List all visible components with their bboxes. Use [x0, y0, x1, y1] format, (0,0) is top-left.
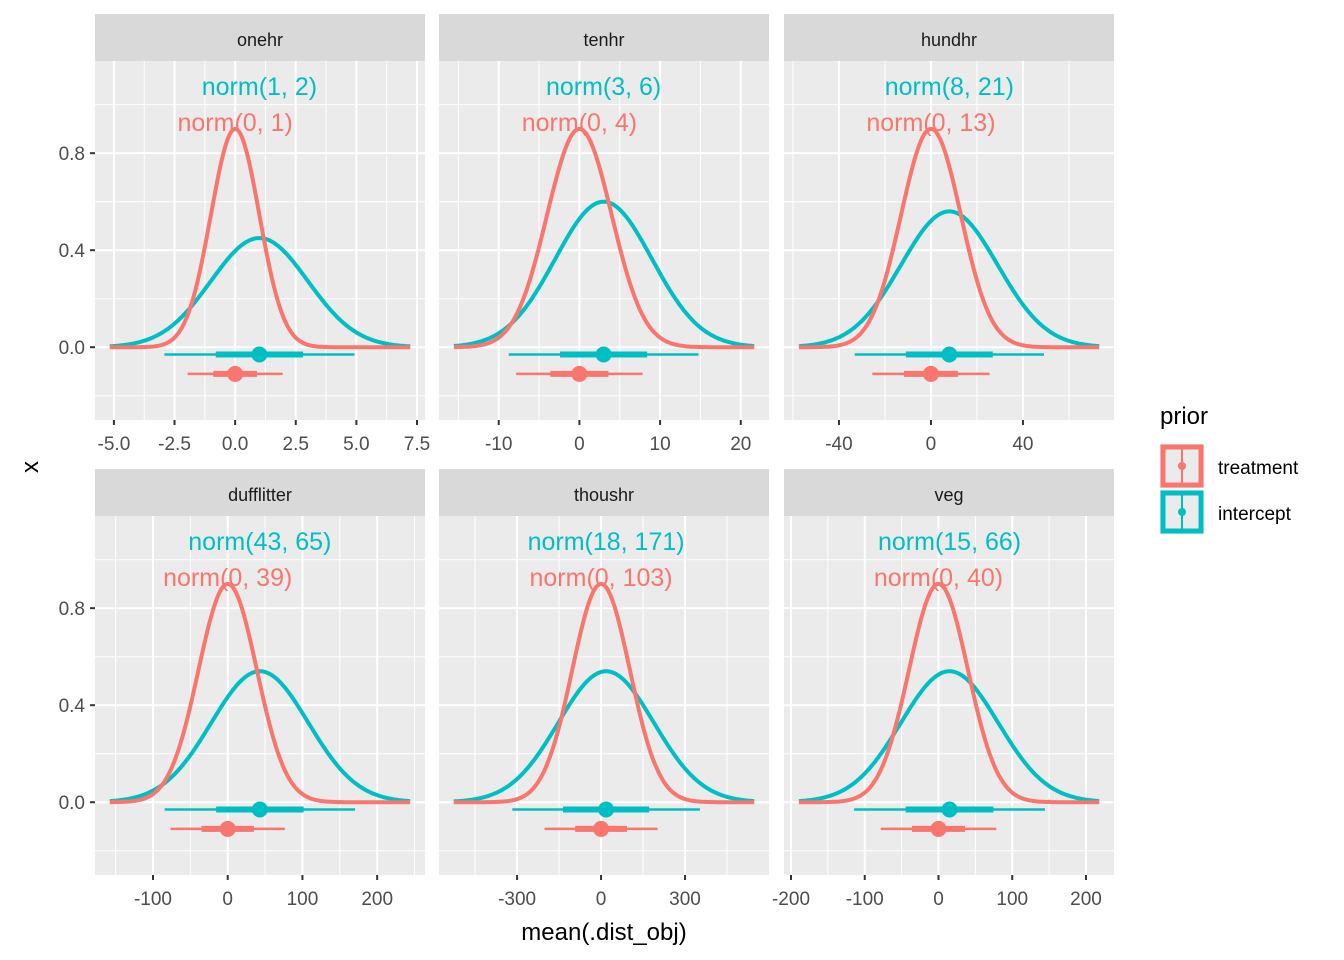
facet-dufflitter: dufflitter -100 0 100 200 0.0 0.4 0.8 norm(43, 6… [59, 469, 425, 910]
legend-key-point [1178, 462, 1186, 470]
point-estimate-intercept [251, 801, 268, 818]
facet-strip-label: hundhr [921, 30, 977, 50]
facet-strip [95, 14, 425, 61]
facet-tenhr: tenhr -10 0 10 20 norm(3, 6) norm(0, 4) [439, 14, 769, 455]
density-curve-intercept [453, 199, 755, 349]
x-tick-label: 0 [596, 889, 607, 910]
point-estimate-intercept [941, 801, 958, 818]
legend-key-border [1160, 490, 1204, 534]
facet-strip-label: thoushr [574, 485, 634, 505]
annotation-intercept: norm(1, 2) [202, 73, 317, 101]
facet-strip-label: tenhr [583, 30, 624, 50]
y-axis-title: x [17, 461, 44, 473]
density-curve-treatment [453, 127, 755, 350]
facet-panels: onehr -5.0 -2.5 0.0 2.5 5.0 7.5 0.0 0.4 0.8 norm(1… [59, 14, 1114, 910]
annotation-treatment: norm(0, 13) [866, 109, 995, 137]
density-curve-intercept [453, 669, 755, 804]
point-estimate-treatment [571, 365, 588, 382]
density-curve-treatment [109, 582, 411, 805]
x-tick-label: 0 [933, 889, 944, 910]
facet-strip [784, 14, 1114, 61]
point-estimate-intercept [941, 346, 958, 363]
x-tick-label: 100 [996, 889, 1028, 910]
annotation-treatment: norm(0, 4) [522, 109, 637, 137]
x-tick-label: -200 [772, 889, 810, 910]
x-tick-label: 5.0 [343, 434, 369, 455]
x-tick-label: -100 [846, 889, 884, 910]
annotation-treatment: norm(0, 1) [177, 109, 292, 137]
y-tick-label: 0.8 [59, 599, 85, 620]
annotation-intercept: norm(43, 65) [188, 528, 331, 556]
facet-strip-label: dufflitter [228, 485, 292, 505]
density-curve-treatment [798, 126, 1100, 350]
point-estimate-treatment [227, 365, 244, 382]
x-tick-label: 2.5 [283, 434, 309, 455]
annotation-treatment: norm(0, 40) [874, 564, 1003, 592]
x-tick-label: 0.0 [222, 434, 248, 455]
legend-title: prior [1160, 403, 1208, 430]
x-tick-label: 0 [926, 434, 937, 455]
facet-hundhr: hundhr -40 0 40 norm(8, 21) norm(0, 13) [784, 14, 1114, 455]
x-tick-label: -5.0 [98, 434, 131, 455]
x-tick-label: 200 [361, 889, 393, 910]
x-tick-label: -100 [134, 889, 172, 910]
facet-onehr: onehr -5.0 -2.5 0.0 2.5 5.0 7.5 0.0 0.4 0.8 norm(1… [59, 14, 430, 455]
legend-key-border [1160, 444, 1204, 488]
y-tick-label: 0.4 [59, 241, 86, 262]
point-estimate-intercept [595, 346, 612, 363]
point-estimate-intercept [251, 346, 268, 363]
y-tick-label: 0.8 [59, 144, 85, 165]
y-tick-label: 0.0 [59, 793, 85, 814]
point-estimate-treatment [593, 820, 610, 837]
point-estimate-treatment [922, 365, 939, 382]
y-tick-label: 0.4 [59, 696, 86, 717]
facet-strip [784, 469, 1114, 516]
x-tick-label: -10 [485, 434, 512, 455]
annotation-treatment: norm(0, 103) [529, 564, 672, 592]
facet-strip-label: onehr [237, 30, 283, 50]
x-tick-label: 40 [1012, 434, 1033, 455]
x-tick-label: 10 [650, 434, 671, 455]
legend-key-point [1178, 508, 1186, 516]
legend-label-intercept: intercept [1218, 504, 1292, 525]
x-tick-label: -300 [498, 889, 536, 910]
density-curve-treatment [109, 127, 411, 350]
annotation-intercept: norm(18, 171) [528, 528, 685, 556]
x-tick-label: 200 [1070, 889, 1102, 910]
annotation-intercept: norm(3, 6) [546, 73, 661, 101]
point-estimate-intercept [598, 801, 615, 818]
x-tick-label: 100 [287, 889, 319, 910]
x-tick-label: 300 [669, 889, 701, 910]
legend-label-treatment: treatment [1218, 458, 1299, 479]
point-estimate-treatment [219, 820, 236, 837]
x-tick-label: 20 [730, 434, 751, 455]
density-curve-intercept [798, 669, 1100, 804]
density-curve-intercept [109, 236, 411, 349]
facet-strip [439, 14, 769, 61]
annotation-intercept: norm(8, 21) [885, 73, 1014, 101]
legend-key-intercept [1160, 490, 1204, 534]
facet-strip [439, 469, 769, 516]
x-tick-label: -2.5 [158, 434, 191, 455]
legend: prior treatment intercept [1160, 403, 1299, 534]
facet-veg: veg -200 -100 0 100 200 norm(15, 66) norm(0, 40… [772, 469, 1114, 910]
legend-key-treatment [1160, 444, 1204, 488]
facet-thoushr: thoushr -300 0 300 norm(18, 171) norm(0, 103) [439, 469, 769, 910]
annotation-intercept: norm(15, 66) [878, 528, 1021, 556]
point-estimate-treatment [930, 820, 947, 837]
x-axis-title: mean(.dist_obj) [521, 919, 686, 946]
density-curve-treatment [798, 581, 1100, 805]
y-tick-label: 0.0 [59, 338, 85, 359]
facet-strip-label: veg [934, 485, 963, 505]
annotation-treatment: norm(0, 39) [163, 564, 292, 592]
x-tick-label: 7.5 [404, 434, 430, 455]
x-tick-label: 0 [574, 434, 585, 455]
facet-strip [95, 469, 425, 516]
x-tick-label: -40 [825, 434, 852, 455]
density-curve-treatment [453, 581, 755, 805]
x-tick-label: 0 [222, 889, 233, 910]
density-curve-intercept [798, 209, 1100, 349]
